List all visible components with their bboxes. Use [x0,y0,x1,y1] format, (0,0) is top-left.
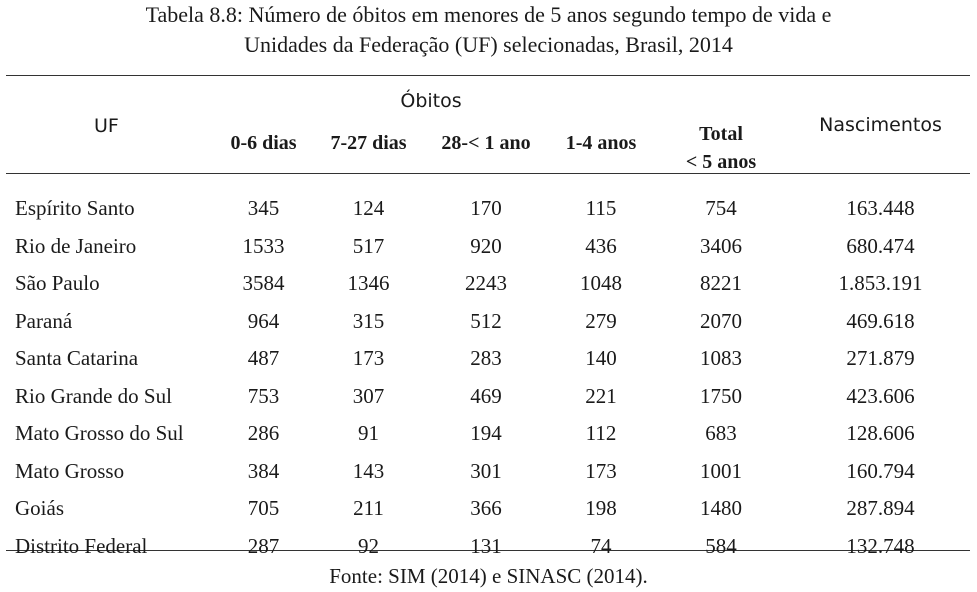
cell-uf: São Paulo [15,271,100,296]
cell-0-6-dias: 286 [247,421,280,446]
cell-28-1-ano: 301 [470,458,502,483]
cell-7-27-dias: 307 [352,383,385,408]
bottom-rule [6,550,970,551]
header-total: Total < 5 anos [651,120,791,190]
cell-nascimentos: 163.448 [846,196,915,221]
cell-7-27-dias: 143 [352,458,385,483]
cell-7-27-dias: 315 [352,308,385,333]
table-row: Distrito Federal 287 92 131 74 584 132.748 [6,528,970,566]
cell-28-1-ano: 2243 [465,271,507,296]
table-row: Rio Grande do Sul 753 307 469 221 1750 423.606 [6,378,970,416]
cell-1-4-anos: 198 [585,496,617,521]
cell-28-1-ano: 194 [470,421,502,446]
header-28-1-ano: 28-< 1 ano [441,132,531,154]
cell-7-27-dias: 517 [352,233,385,258]
cell-7-27-dias: 211 [353,496,384,521]
cell-1-4-anos: 74 [590,533,612,558]
cell-nascimentos: 469.618 [846,308,915,333]
cell-total: 1750 [700,383,743,408]
cell-7-27-dias: 91 [358,421,379,446]
table-caption: Tabela 8.8: Número de óbitos em menores … [0,0,977,60]
cell-total: 8221 [700,271,743,296]
header-nascimentos: Nascimentos [819,114,942,136]
cell-nascimentos: 132.748 [846,533,915,558]
cell-total: 3406 [700,233,743,258]
cell-0-6-dias: 705 [247,496,280,521]
cell-uf: Goiás [15,496,64,521]
cell-0-6-dias: 964 [247,308,280,333]
cell-total: 584 [705,533,737,558]
cell-total: 1480 [700,496,743,521]
cell-nascimentos: 1.853.191 [838,271,923,296]
cell-28-1-ano: 366 [470,496,502,521]
source-note: Fonte: SIM (2014) e SINASC (2014). [329,564,648,588]
cell-1-4-anos: 279 [585,308,617,333]
cell-7-27-dias: 92 [358,533,379,558]
mortality-table: UF Óbitos Nascimentos 0-6 dias 7-27 dias… [6,76,970,565]
cell-28-1-ano: 920 [470,233,502,258]
cell-uf: Mato Grosso do Sul [15,421,184,446]
header-obitos: Óbitos [400,90,462,112]
cell-nascimentos: 423.606 [846,383,915,408]
cell-nascimentos: 287.894 [846,496,915,521]
table-row: Espírito Santo 345 124 170 115 754 163.448 [6,190,970,228]
header-total-line-1: Total [699,123,743,145]
cell-28-1-ano: 170 [470,196,502,221]
table-row: Goiás 705 211 366 198 1480 287.894 [6,490,970,528]
cell-total: 1001 [700,458,743,483]
table-body: Espírito Santo 345 124 170 115 754 163.448 Rio … [6,190,970,565]
cell-0-6-dias: 487 [247,346,280,371]
cell-uf: Rio Grande do Sul [15,383,172,408]
cell-1-4-anos: 221 [585,383,617,408]
cell-28-1-ano: 283 [470,346,502,371]
cell-0-6-dias: 384 [247,458,280,483]
cell-nascimentos: 160.794 [846,458,915,483]
cell-0-6-dias: 753 [247,383,280,408]
cell-28-1-ano: 131 [470,533,502,558]
top-rule [6,75,970,76]
cell-0-6-dias: 287 [247,533,280,558]
cell-7-27-dias: 1346 [347,271,390,296]
cell-uf: Santa Catarina [15,346,139,371]
header-7-27-dias: 7-27 dias [330,132,407,154]
cell-total: 754 [705,196,737,221]
table-row: São Paulo 3584 1346 2243 1048 8221 1.853.191 [6,265,970,303]
table-row: Mato Grosso do Sul 286 91 194 112 683 128.606 [6,415,970,453]
cell-nascimentos: 128.606 [846,421,915,446]
cell-7-27-dias: 173 [352,346,385,371]
cell-total: 2070 [700,308,743,333]
cell-28-1-ano: 469 [470,383,502,408]
cell-uf: Rio de Janeiro [15,233,137,258]
cell-7-27-dias: 124 [352,196,385,221]
cell-1-4-anos: 140 [585,346,617,371]
caption-line-2: Unidades da Federação (UF) selecionadas,… [244,32,733,57]
cell-1-4-anos: 173 [585,458,617,483]
cell-1-4-anos: 115 [585,196,617,221]
header-1-4-anos: 1-4 anos [565,132,637,154]
cell-1-4-anos: 1048 [580,271,623,296]
cell-1-4-anos: 436 [585,233,617,258]
cell-total: 1083 [700,346,743,371]
header-uf: UF [94,115,119,137]
table-row: Paraná 964 315 512 279 2070 469.618 [6,303,970,341]
caption-line-1: Tabela 8.8: Número de óbitos em menores … [145,2,832,27]
cell-nascimentos: 680.474 [846,233,915,258]
cell-0-6-dias: 345 [247,196,280,221]
cell-nascimentos: 271.879 [846,346,915,371]
cell-0-6-dias: 3584 [242,271,285,296]
header-rule [6,173,970,174]
cell-uf: Paraná [15,308,73,333]
table-row: Santa Catarina 487 173 283 140 1083 271.879 [6,340,970,378]
table-row: Mato Grosso 384 143 301 173 1001 160.794 [6,453,970,491]
cell-28-1-ano: 512 [470,308,502,333]
cell-uf: Mato Grosso [15,458,125,483]
cell-uf: Distrito Federal [15,533,148,558]
cell-0-6-dias: 1533 [242,233,285,258]
cell-1-4-anos: 112 [585,421,617,446]
table-row: Rio de Janeiro 1533 517 920 436 3406 680.474 [6,228,970,266]
header-total-line-2: < 5 anos [685,151,757,173]
cell-uf: Espírito Santo [15,196,135,221]
header-0-6-dias: 0-6 dias [230,132,297,154]
cell-total: 683 [705,421,737,446]
